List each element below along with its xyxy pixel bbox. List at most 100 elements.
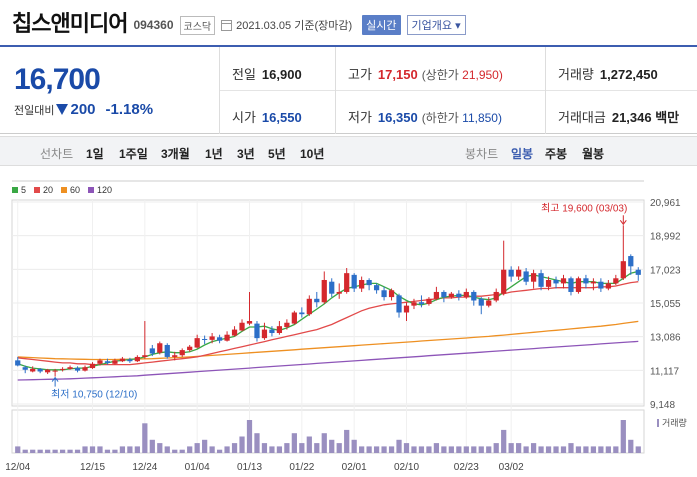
candle-body — [441, 291, 447, 298]
high-stat: 고가 17,150 (상한가 21,950) — [348, 64, 503, 83]
volume-bar — [433, 443, 440, 453]
candle-body — [433, 291, 440, 299]
open-stat: 시가 16,550 — [232, 107, 302, 126]
volume-bar — [553, 446, 559, 453]
chart-period-tabs: 선차트 1일 1주일 3개월 1년 3년 5년 10년 봉차트 일봉 주봉 월봉 — [0, 136, 697, 166]
change-percent: -1.18% — [105, 101, 154, 118]
candle-body — [119, 358, 126, 362]
tab-5-years[interactable]: 5년 — [268, 147, 286, 161]
candle-body — [172, 355, 178, 357]
candle-body — [254, 323, 260, 339]
candle-body — [628, 256, 634, 267]
tab-10-years[interactable]: 10년 — [300, 147, 325, 161]
x-tick-label: 12/04 — [5, 462, 30, 473]
candle-body — [560, 278, 567, 284]
volume-bar — [321, 433, 327, 453]
candle-body — [426, 298, 432, 304]
company-name[interactable]: 칩스앤미디어 — [12, 11, 128, 36]
volume-bar — [478, 446, 484, 453]
volume-bar — [403, 443, 410, 453]
candle-body — [82, 367, 88, 371]
candle-body — [52, 370, 58, 372]
tab-3-months[interactable]: 3개월 — [161, 147, 190, 161]
candle-body — [493, 291, 499, 301]
prev-close-label: 전일 — [232, 67, 256, 82]
candle-body — [590, 281, 597, 284]
tab-daily-candle[interactable]: 일봉 — [511, 147, 534, 161]
candle-body — [373, 285, 380, 291]
volume-bar — [30, 449, 36, 453]
candle-body — [620, 261, 626, 279]
tab-1-day[interactable]: 1일 — [86, 147, 104, 161]
candle-body — [538, 273, 544, 287]
y-tick-label: 20,961 — [650, 198, 681, 209]
ma60-line — [17, 320, 639, 361]
ma20-swatch — [34, 187, 41, 193]
tab-3-years[interactable]: 3년 — [237, 147, 255, 161]
candle-body — [246, 321, 253, 324]
candle-body — [411, 302, 417, 306]
candle-body — [471, 291, 477, 301]
volume-bar — [15, 446, 21, 453]
upper-limit: (상한가 21,950) — [422, 68, 503, 82]
volume-bar — [388, 446, 395, 453]
amount-stat: 거래대금 21,346 백만 — [558, 107, 679, 126]
candle-body — [187, 346, 193, 351]
candle-body — [157, 343, 163, 353]
volume-bar — [590, 446, 597, 453]
volume-bar — [314, 443, 320, 453]
as-of-date: 2021.03.05 기준(장마감) — [236, 20, 353, 32]
candle-body — [314, 298, 320, 303]
volume-bar — [545, 446, 552, 453]
change-row: 전일대비 200 -1.18% — [14, 101, 153, 118]
volume-bar — [598, 446, 604, 453]
volume-bar — [149, 439, 155, 453]
volume-axis-label: 거래량 — [662, 417, 687, 428]
candle-body — [336, 291, 342, 294]
volume-bar — [194, 443, 200, 453]
volume-bar — [336, 443, 342, 453]
volume-bar — [530, 443, 537, 453]
low-value: 16,350 — [377, 110, 418, 125]
company-overview-dropdown[interactable]: 기업개요 ▾ — [406, 15, 466, 35]
stat-column-3: 거래량 1,272,450 거래대금 21,346 백만 — [546, 47, 697, 134]
volume-bar — [142, 423, 148, 453]
candle-body — [381, 290, 387, 298]
candle-body — [359, 279, 365, 289]
volume-bar — [418, 446, 425, 453]
amount-value: 21,346 백만 — [611, 110, 680, 125]
volume-bar — [127, 446, 133, 453]
candle-body — [291, 312, 297, 324]
volume-bar — [471, 446, 477, 453]
tab-1-week[interactable]: 1주일 — [119, 147, 148, 161]
legend-ma20-label: 20 — [43, 185, 54, 195]
chart-legend: 5 20 60 120 — [12, 185, 120, 195]
candle-body — [635, 269, 641, 275]
volume-bar — [516, 443, 522, 453]
candle-body — [486, 300, 492, 306]
legend-ma60: 60 — [61, 185, 80, 195]
candle-body — [456, 293, 462, 298]
volume-bar — [231, 443, 238, 453]
x-tick-label: 02/01 — [342, 462, 367, 473]
change-label: 전일대비 — [14, 104, 55, 117]
y-tick-label: 18,992 — [650, 232, 681, 243]
candle-body — [598, 281, 604, 289]
candle-body — [284, 322, 290, 328]
tab-monthly-candle[interactable]: 월봉 — [582, 147, 605, 161]
stat-column-2: 고가 17,150 (상한가 21,950) 저가 16,350 (하한가 11,850… — [336, 47, 546, 134]
tab-weekly-candle[interactable]: 주봉 — [545, 147, 568, 161]
tab-1-year[interactable]: 1년 — [205, 147, 223, 161]
high-label: 고가 — [348, 67, 372, 82]
candle-body — [89, 363, 96, 369]
x-tick-label: 01/04 — [185, 462, 210, 473]
candle-body — [112, 360, 118, 364]
volume-bar — [299, 443, 305, 453]
candle-body — [127, 359, 133, 362]
volume-bar — [134, 446, 140, 453]
volume-bar — [82, 446, 88, 453]
volume-bar — [216, 449, 223, 453]
realtime-button[interactable]: 실시간 — [362, 15, 401, 35]
volume-bar — [97, 446, 103, 453]
candle-body — [605, 283, 611, 289]
